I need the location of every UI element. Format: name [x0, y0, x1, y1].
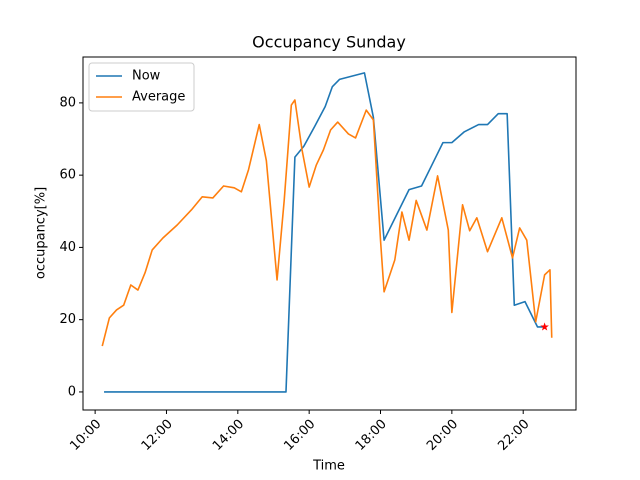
legend-label: Now — [132, 69, 161, 84]
x-axis-label: Time — [312, 459, 345, 474]
legend-label: Average — [132, 90, 185, 105]
y-tick-label: 20 — [59, 312, 76, 327]
chart-title: Occupancy Sunday — [252, 33, 406, 52]
plot-frame — [82, 56, 577, 411]
data-line — [104, 72, 545, 393]
y-axis-label: occupancy[%] — [34, 187, 49, 279]
y-tick-label: 60 — [59, 168, 76, 183]
y-tick-label: 0 — [68, 384, 76, 399]
data-line — [101, 99, 553, 347]
y-tick-label: 80 — [59, 95, 76, 110]
y-tick-label: 40 — [59, 240, 76, 255]
legend-box — [88, 62, 195, 112]
current-marker — [540, 322, 549, 331]
